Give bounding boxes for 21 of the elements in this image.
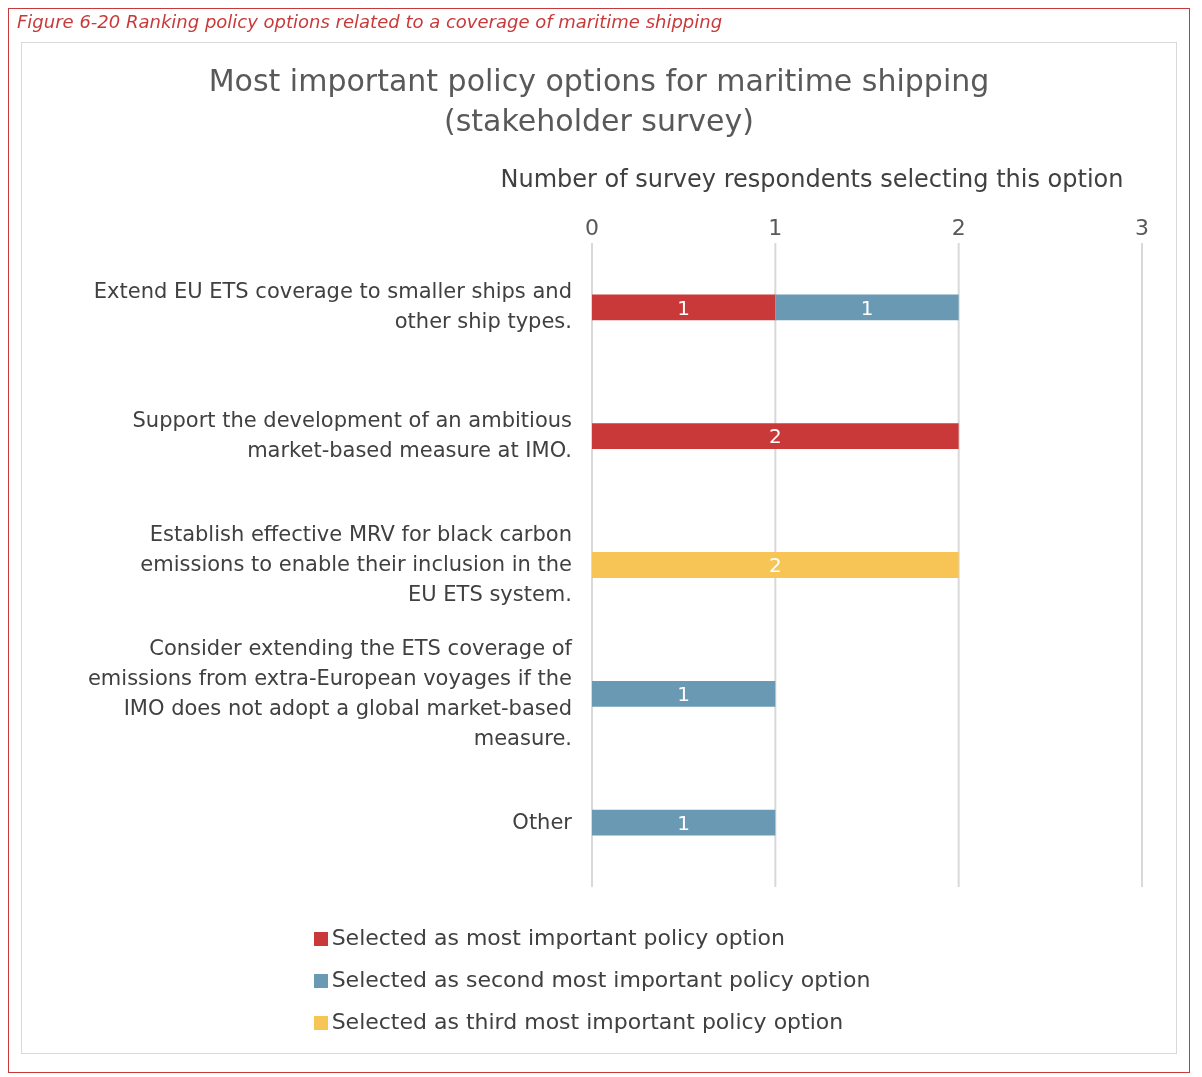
chart-title: Most important policy options for maritime shipping (stakeholder survey)	[207, 62, 991, 140]
data-label: 1	[860, 295, 874, 320]
x-tick-label: 1	[768, 215, 783, 240]
data-label: 1	[677, 295, 691, 320]
legend-label: Selected as most important policy option	[331, 925, 785, 950]
x-tick-label: 2	[951, 215, 966, 240]
y-tick-label: Other	[512, 809, 573, 834]
caption: Figure 6-20 Ranking policy options related to a coverage of maritime shipping	[16, 10, 724, 34]
y-tick-label: Consider extending the ETS coverage of emissions from extra-European voyages if the IMO does not adopt a global market-based measure.	[87, 635, 573, 750]
data-label: 1	[677, 681, 691, 706]
legend-label: Selected as third most important policy option	[331, 1009, 844, 1034]
x-tick-label: 3	[1135, 215, 1149, 240]
legend-label: Selected as second most important policy option	[331, 967, 871, 992]
data-label: 2	[768, 424, 782, 449]
x-axis-title: Number of survey respondents selecting this option	[499, 165, 1125, 193]
data-label: 2	[768, 553, 782, 578]
y-tick-label: Support the development of an ambitious market-based measure at IMO.	[132, 408, 572, 463]
y-tick-label: Establish effective MRV for black carbon emissions to enable their inclusion in the EU ETS system.	[140, 522, 572, 606]
data-label: 1	[677, 810, 691, 835]
y-tick-label: Extend EU ETS coverage to smaller ships and other ship types.	[93, 279, 572, 334]
x-tick-label: 0	[585, 215, 599, 240]
